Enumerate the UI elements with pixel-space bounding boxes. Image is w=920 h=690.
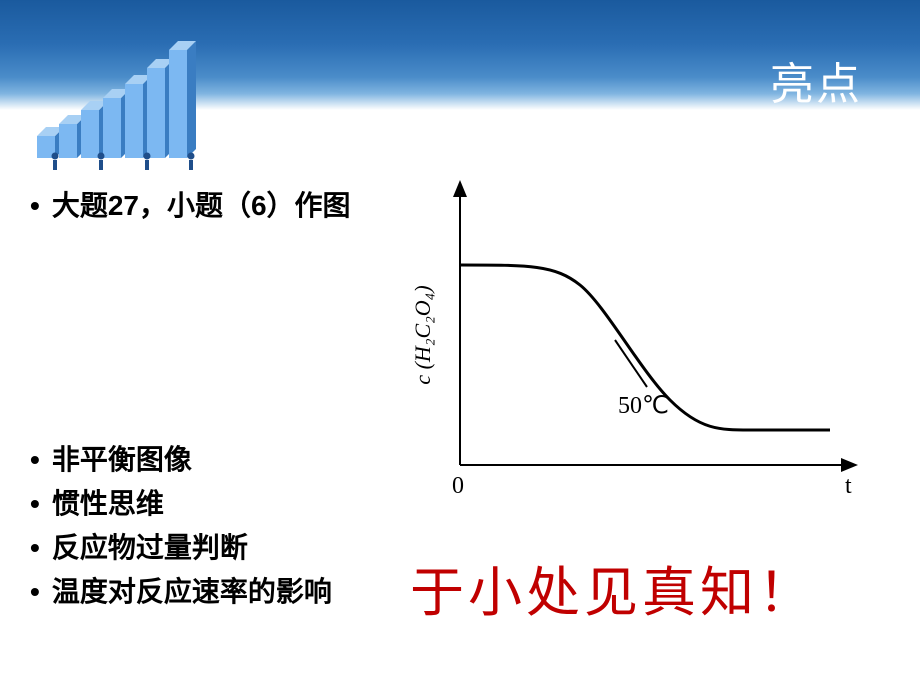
bullet-dot: • bbox=[30, 484, 40, 524]
bullet-list: • 大题27，小题（6）作图 • 非平衡图像 • 惯性思维 • 反应物过量判断 … bbox=[30, 186, 450, 616]
bullet-item-1: • 大题27，小题（6）作图 bbox=[30, 186, 450, 226]
bullet-item-2: • 非平衡图像 bbox=[30, 440, 450, 480]
bullet-text: 温度对反应速率的影响 bbox=[52, 572, 332, 612]
bullet-item-3: • 惯性思维 bbox=[30, 484, 450, 524]
svg-text:t: t bbox=[845, 473, 852, 499]
bullet-text: 惯性思维 bbox=[52, 484, 164, 524]
bullet-dot: • bbox=[30, 572, 40, 612]
page-title: 亮点 bbox=[770, 48, 862, 112]
callout-text: 于小处见真知！ bbox=[410, 548, 816, 627]
bullet-text: 反应物过量判断 bbox=[52, 528, 248, 568]
bullet-dot: • bbox=[30, 186, 40, 226]
bullet-text: 大题27，小题（6）作图 bbox=[52, 186, 351, 226]
bullet-dot: • bbox=[30, 440, 40, 480]
bullet-gap bbox=[30, 230, 450, 440]
bullet-item-5: • 温度对反应速率的影响 bbox=[30, 572, 450, 612]
bullet-text: 非平衡图像 bbox=[52, 440, 192, 480]
svg-text:50℃: 50℃ bbox=[618, 393, 669, 419]
bullet-dot: • bbox=[30, 528, 40, 568]
bar-chart-graphic bbox=[25, 18, 245, 178]
bullet-item-4: • 反应物过量判断 bbox=[30, 528, 450, 568]
svg-text:c (H₂C₂O₄): c (H₂C₂O₄) bbox=[410, 285, 435, 384]
svg-text:0: 0 bbox=[452, 473, 464, 499]
concentration-time-chart: c (H₂C₂O₄) 0 t 50℃ bbox=[400, 165, 870, 510]
